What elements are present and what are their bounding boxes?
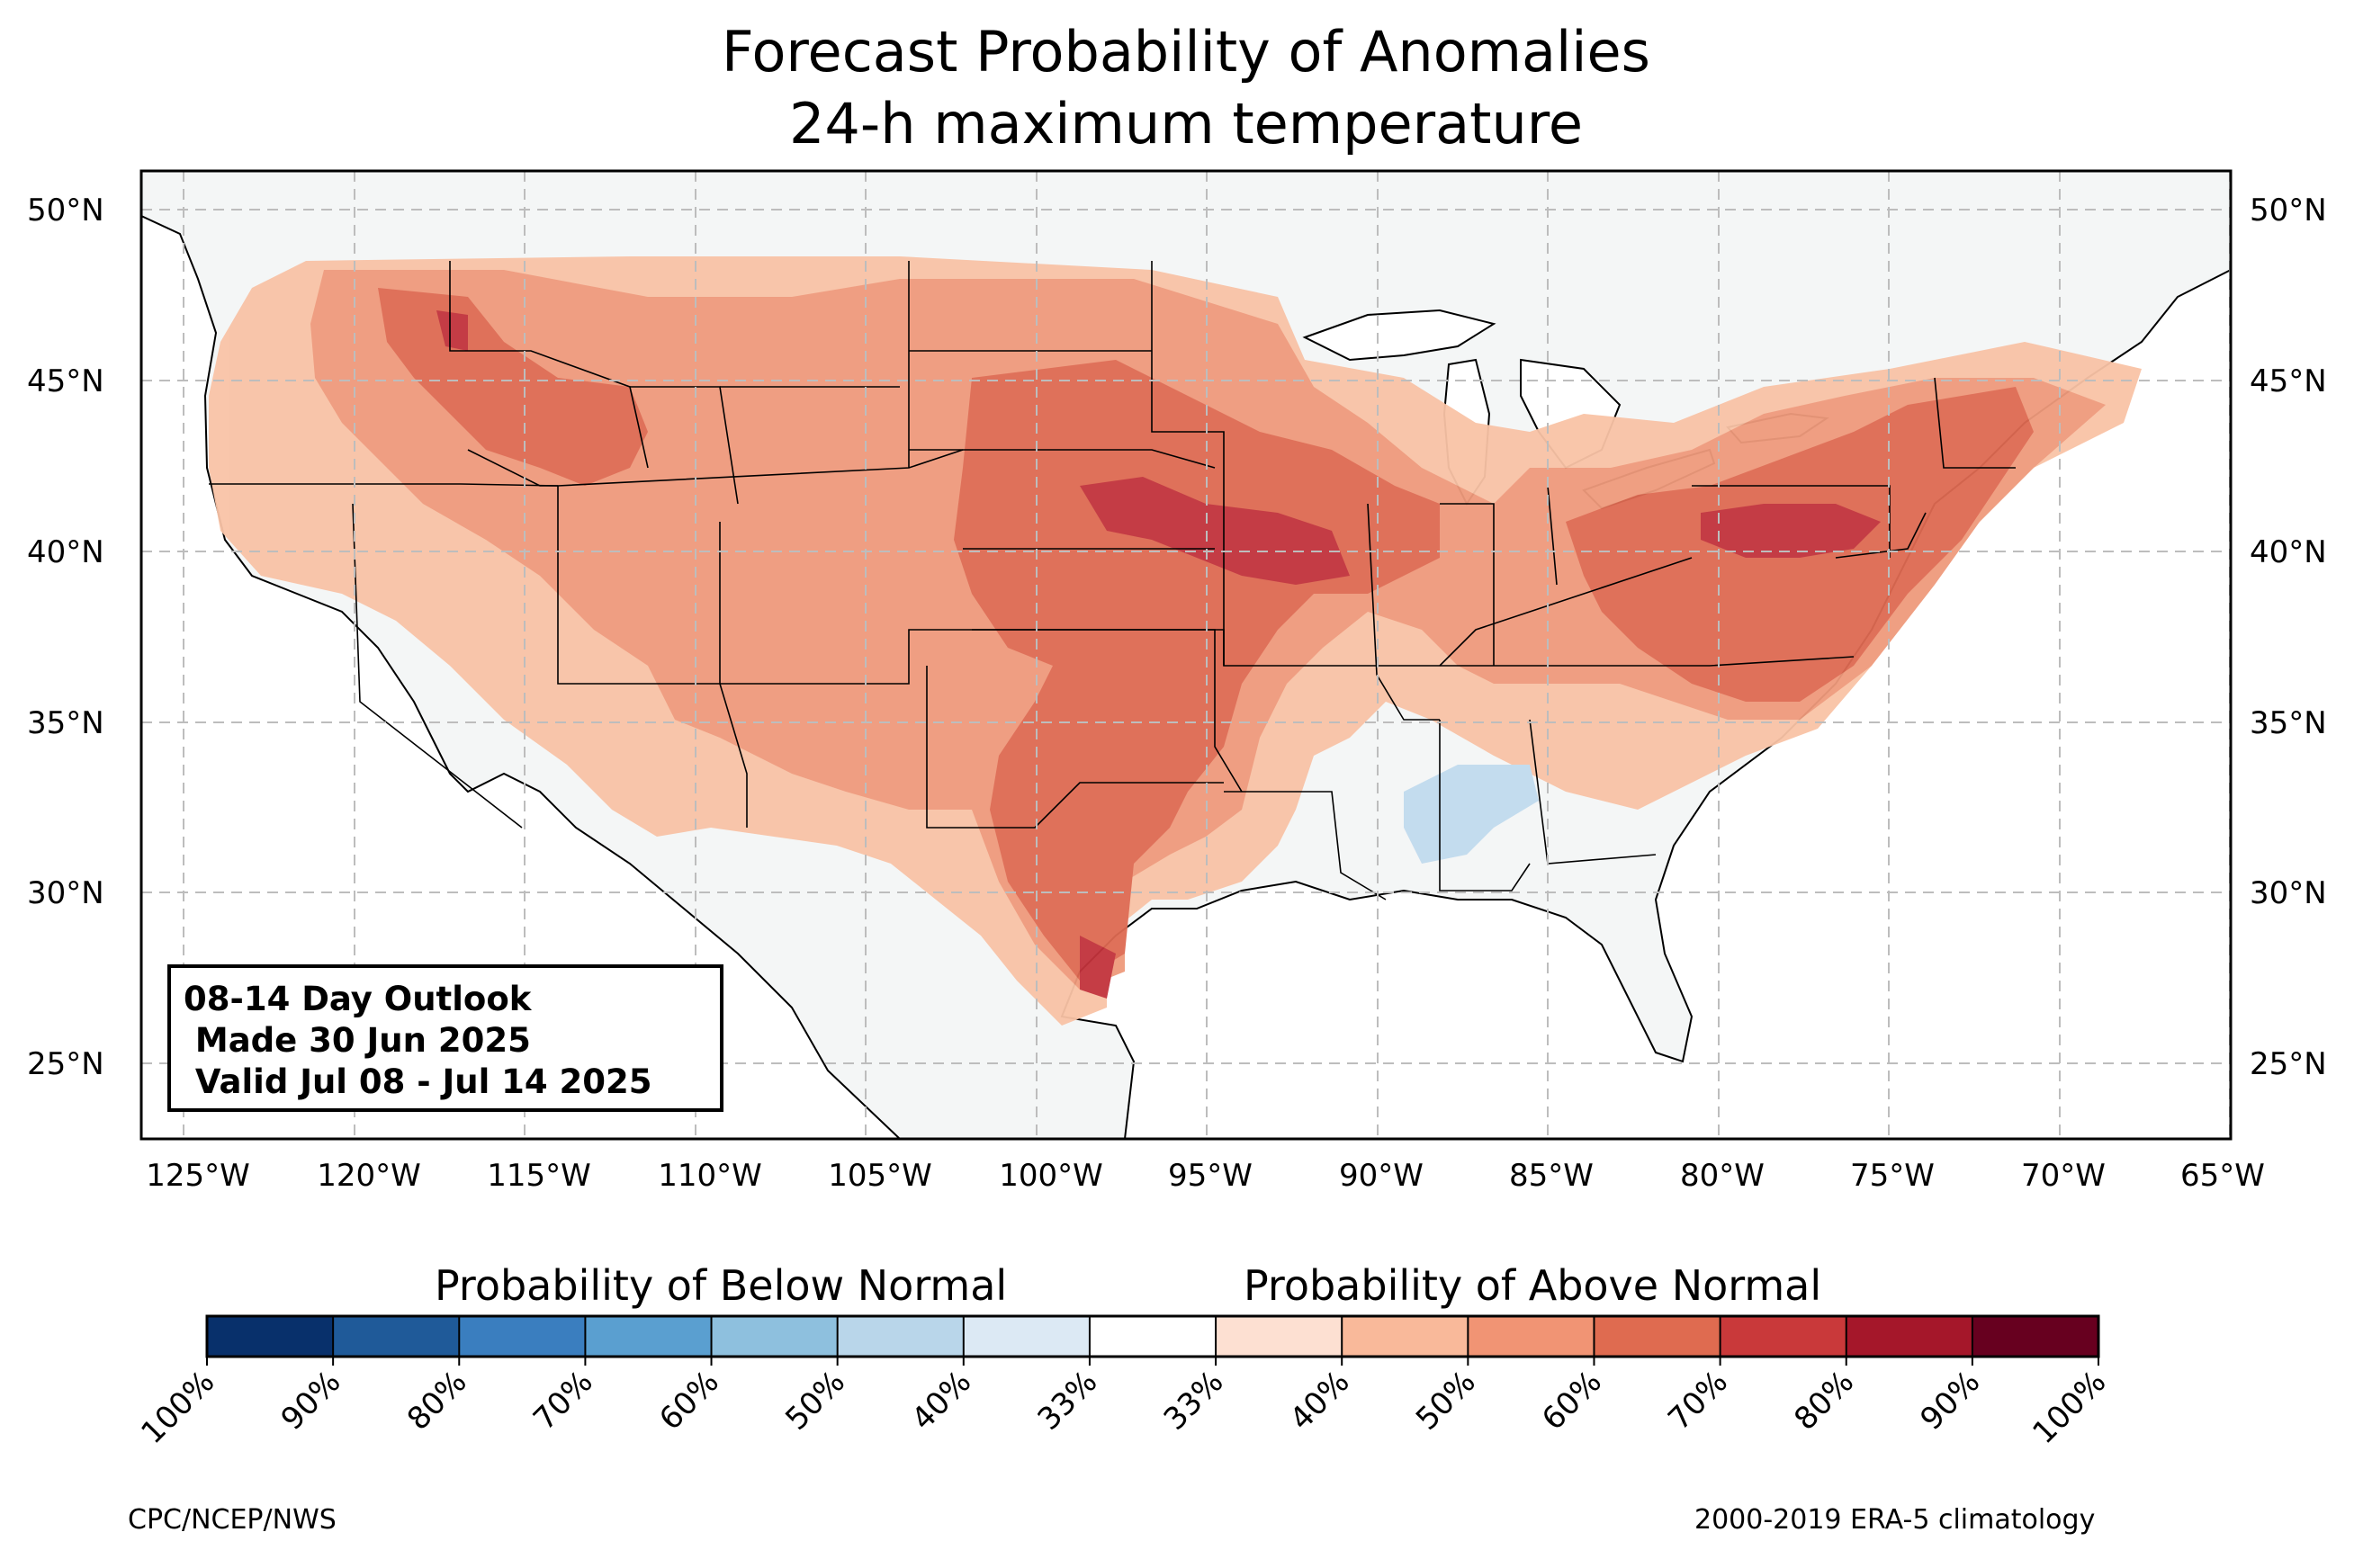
lon-label-70w: 70°W [2021,1158,2106,1194]
lat-label-40-left: 40°N [27,534,104,570]
map-frame [139,169,2233,1141]
lat-label-50-left: 50°N [27,193,104,228]
lat-label-25-left: 25°N [27,1046,104,1082]
colorbar-segment [1594,1316,1721,1357]
colorbar-segment [1089,1316,1217,1357]
lon-label-95w: 95°W [1168,1158,1253,1194]
lat-label-35-left: 35°N [27,705,104,741]
colorbar-tick-label: 60% [652,1364,726,1438]
colorbar-tick-label: 80% [1787,1364,1861,1438]
colorbar-segment [711,1316,839,1357]
colorbar-tick-label: 90% [274,1364,348,1438]
map-title: Forecast Probability of Anomalies [722,19,1650,85]
lat-label-30-left: 30°N [27,875,104,911]
colorbar [205,1314,2100,1366]
lon-label-100w: 100°W [999,1158,1103,1194]
lat-labels: 50°N 45°N 40°N 35°N 30°N 25°N 50°N 45°N … [27,193,2327,1082]
state-boundaries [209,261,2016,900]
colorbar-segment [459,1316,586,1357]
below-normal-label: Probability of Below Normal [435,1261,1008,1310]
colorbar-tick-label: 90% [1914,1364,1988,1438]
colorbar-tick-label: 50% [778,1364,852,1438]
colorbar-segment [1468,1316,1595,1357]
footer-climatology: 2000-2019 ERA-5 climatology [1694,1504,2096,1536]
colorbar-tick-label: 70% [526,1364,600,1438]
lat-label-45-right: 45°N [2250,363,2327,399]
lon-label-75w: 75°W [1850,1158,1935,1194]
lat-label-45-left: 45°N [27,363,104,399]
colorbar-segment [1342,1316,1469,1357]
lon-label-80w: 80°W [1680,1158,1765,1194]
lat-label-30-right: 30°N [2250,875,2327,911]
lon-labels: 125°W 120°W 115°W 110°W 105°W 100°W 95°W… [146,1158,2265,1194]
below-normal-shading [1404,765,1539,864]
colorbar-tick-label: 50% [1409,1364,1483,1438]
lon-label-65w: 65°W [2180,1158,2265,1194]
colorbar-segment [1720,1316,1847,1357]
lon-label-125w: 125°W [146,1158,250,1194]
colorbar-segment [333,1316,460,1357]
outlook-valid-range: Valid Jul 08 - Jul 14 2025 [184,1062,652,1101]
colorbar-tick-labels: 100% 90% 80% 70% 60% 50% 40% 33% 33% 40% 50% 60% 70%… [134,1364,2113,1451]
colorbar-tick-label: 40% [1283,1364,1357,1438]
outlook-period: 08-14 Day Outlook [184,980,532,1018]
colorbar-segment [1846,1316,1973,1357]
colorbar-segment [963,1316,1091,1357]
colorbar-tick-label: 80% [400,1364,474,1438]
colorbar-tick-label: 100% [2026,1364,2113,1451]
colorbar-segment [585,1316,713,1357]
colorbar-segment [837,1316,965,1357]
colorbar-tick-label: 100% [134,1364,221,1451]
lon-label-110w: 110°W [658,1158,762,1194]
above-normal-label: Probability of Above Normal [1244,1261,1822,1310]
colorbar-segment [207,1316,334,1357]
lat-label-25-right: 25°N [2250,1046,2327,1082]
outlook-made-date: Made 30 Jun 2025 [184,1021,531,1060]
colorbar-segment [1216,1316,1343,1357]
footer-agency: CPC/NCEP/NWS [128,1504,337,1536]
outlook-info-box: 08-14 Day Outlook Made 30 Jun 2025 Valid… [167,964,723,1112]
lat-label-35-right: 35°N [2250,705,2327,741]
colorbar-segment [1972,1316,2099,1357]
lake-superior [1302,309,1496,362]
lon-label-115w: 115°W [487,1158,591,1194]
colorbar-tick-label: 60% [1535,1364,1609,1438]
colorbar-tick-label: 70% [1661,1364,1735,1438]
lon-label-90w: 90°W [1339,1158,1424,1194]
lat-label-50-right: 50°N [2250,193,2327,228]
colorbar-tick-label: 33% [1031,1364,1105,1438]
map-subtitle: 24-h maximum temperature [788,91,1584,157]
lon-label-105w: 105°W [828,1158,932,1194]
lon-label-85w: 85°W [1509,1158,1594,1194]
lon-label-120w: 120°W [317,1158,421,1194]
colorbar-tick-label: 40% [904,1364,978,1438]
colorbar-tick-label: 33% [1157,1364,1231,1438]
lat-label-40-right: 40°N [2250,534,2327,570]
